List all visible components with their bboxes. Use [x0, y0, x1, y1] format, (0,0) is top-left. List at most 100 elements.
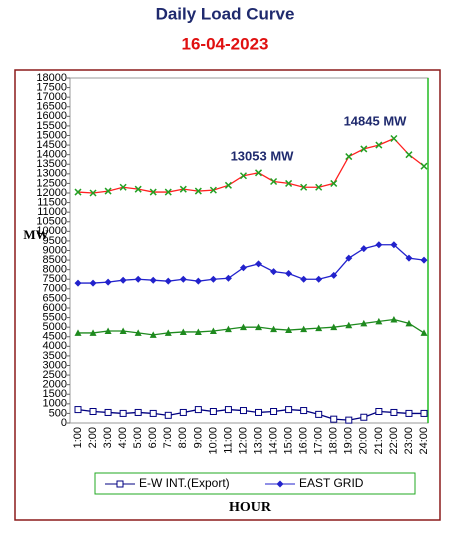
y-tick-label: 9500 — [43, 235, 67, 247]
legend-marker — [276, 480, 284, 488]
y-tick-label: 11000 — [37, 206, 67, 218]
data-point — [239, 264, 247, 272]
data-point — [209, 327, 217, 334]
data-point — [315, 275, 323, 283]
y-tick-label: 15500 — [36, 120, 67, 132]
x-tick-label: 21:00 — [373, 427, 385, 455]
x-tick-label: 23:00 — [403, 427, 415, 455]
y-tick-label: 14000 — [36, 149, 67, 161]
y-tick-label: 4000 — [43, 340, 67, 352]
data-point — [390, 134, 398, 143]
y-tick-label: 14500 — [36, 139, 67, 151]
annotation: 14845 MW — [344, 113, 408, 128]
data-point — [405, 151, 413, 159]
x-tick-label: 19:00 — [343, 427, 355, 455]
data-point — [149, 188, 157, 196]
data-point — [194, 187, 202, 195]
data-point — [239, 172, 248, 180]
y-tick-label: 5500 — [43, 311, 67, 323]
legend-label: E-W INT.(Export) — [139, 476, 230, 490]
series-line — [78, 318, 425, 336]
data-point — [360, 319, 368, 327]
data-point — [405, 254, 413, 262]
series-line — [78, 244, 425, 284]
y-tick-label: 5000 — [43, 321, 67, 333]
y-tick-label: 9000 — [43, 244, 67, 256]
y-tick-label: 16000 — [36, 110, 67, 122]
data-point — [224, 406, 232, 414]
x-tick-label: 18:00 — [328, 427, 340, 455]
y-tick-label: 8000 — [43, 264, 67, 276]
data-point — [224, 181, 232, 189]
legend-marker — [116, 480, 124, 488]
data-point — [420, 256, 428, 264]
data-point — [375, 141, 383, 149]
plot-area — [69, 77, 429, 424]
chart-frame — [14, 69, 441, 521]
x-tick-label: 6:00 — [147, 427, 159, 448]
data-point — [270, 177, 278, 186]
data-point — [89, 189, 97, 197]
data-point — [164, 411, 172, 419]
data-point — [209, 186, 217, 194]
data-point — [104, 187, 112, 195]
data-point — [134, 185, 142, 193]
data-point — [285, 326, 293, 334]
data-point — [345, 153, 353, 161]
y-tick-label: 17500 — [36, 81, 67, 93]
y-tick-label: 2000 — [43, 379, 67, 391]
y-tick-label: 0 — [61, 417, 67, 429]
x-tick-label: 9:00 — [192, 427, 204, 448]
data-point — [74, 406, 82, 414]
y-tick-label: 16500 — [36, 101, 67, 113]
chart-subtitle: 16-04-2023 — [182, 34, 269, 53]
data-point — [194, 277, 202, 285]
x-tick-label: 16:00 — [298, 427, 310, 455]
data-point — [270, 268, 278, 276]
y-tick-label: 7500 — [43, 273, 67, 285]
y-axis-label: MW — [23, 227, 48, 242]
x-axis-label: HOUR — [229, 500, 272, 515]
data-point — [345, 321, 353, 329]
y-tick-label: 7000 — [43, 283, 67, 295]
data-point — [270, 408, 278, 415]
data-point — [375, 241, 383, 249]
x-tick-label: 22:00 — [388, 427, 400, 455]
data-point — [179, 408, 187, 416]
y-tick-label: 10500 — [36, 216, 67, 228]
data-point — [270, 325, 278, 333]
y-tick-label: 8500 — [43, 254, 67, 266]
data-point — [134, 408, 142, 416]
data-point — [300, 325, 308, 333]
y-tick-label: 13000 — [36, 168, 67, 180]
data-point — [209, 408, 217, 415]
data-point — [149, 276, 157, 284]
y-tick-label: 6500 — [43, 292, 67, 304]
y-tick-label: 17000 — [36, 91, 67, 103]
data-point — [300, 275, 308, 283]
series-line — [77, 408, 424, 421]
y-tick-label: 1000 — [43, 398, 67, 410]
data-point — [300, 183, 308, 191]
data-point — [345, 254, 353, 262]
data-point — [330, 415, 338, 423]
data-point — [300, 407, 308, 415]
data-point — [149, 409, 157, 417]
data-point — [315, 324, 323, 332]
data-point — [345, 416, 353, 424]
y-tick-label: 500 — [49, 407, 67, 419]
data-point — [390, 408, 398, 416]
data-point — [119, 183, 127, 191]
x-tick-label: 1:00 — [72, 427, 84, 448]
data-point — [375, 408, 383, 415]
data-point — [405, 319, 413, 327]
data-point — [315, 410, 323, 418]
y-tick-label: 18000 — [36, 72, 67, 84]
data-point — [255, 408, 263, 416]
data-point — [420, 329, 428, 336]
data-point — [390, 241, 398, 249]
data-point — [360, 145, 368, 153]
x-tick-label: 12:00 — [237, 427, 249, 455]
y-tick-label: 12500 — [36, 177, 67, 189]
y-tick-label: 1500 — [43, 388, 67, 400]
